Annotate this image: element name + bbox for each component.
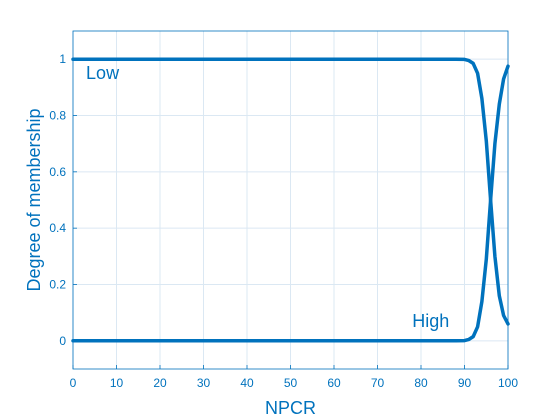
y-tick-label: 0.4 xyxy=(49,221,66,235)
y-tick-label: 0.8 xyxy=(49,109,66,123)
x-tick-label: 60 xyxy=(327,376,341,390)
x-tick-label: 80 xyxy=(414,376,428,390)
series-line-high xyxy=(71,64,510,343)
y-tick-label: 0.2 xyxy=(49,278,66,292)
y-axis-label: Degree of membership xyxy=(24,108,44,291)
series-label-high: High xyxy=(412,311,449,331)
series-layer xyxy=(71,57,510,343)
x-tick-label: 30 xyxy=(197,376,211,390)
y-tick-label: 0.6 xyxy=(49,165,66,179)
x-tick-label: 0 xyxy=(70,376,77,390)
x-tick-label: 90 xyxy=(458,376,472,390)
y-tick-label: 0 xyxy=(59,334,66,348)
series-label-low: Low xyxy=(86,63,120,83)
x-tick-label: 100 xyxy=(498,376,518,390)
series-line-low xyxy=(71,57,510,326)
x-tick-label: 20 xyxy=(153,376,167,390)
y-tick-label: 1 xyxy=(59,52,66,66)
x-tick-label: 70 xyxy=(371,376,385,390)
x-tick-label: 50 xyxy=(284,376,298,390)
x-tick-label: 40 xyxy=(240,376,254,390)
annotations: Low High xyxy=(86,63,449,331)
ticks: 0 10 20 30 40 50 60 70 80 90 100 0 0.2 0.4 0.6 0.8 1 xyxy=(49,52,518,390)
x-axis-label: NPCR xyxy=(265,398,316,418)
x-tick-label: 10 xyxy=(110,376,124,390)
